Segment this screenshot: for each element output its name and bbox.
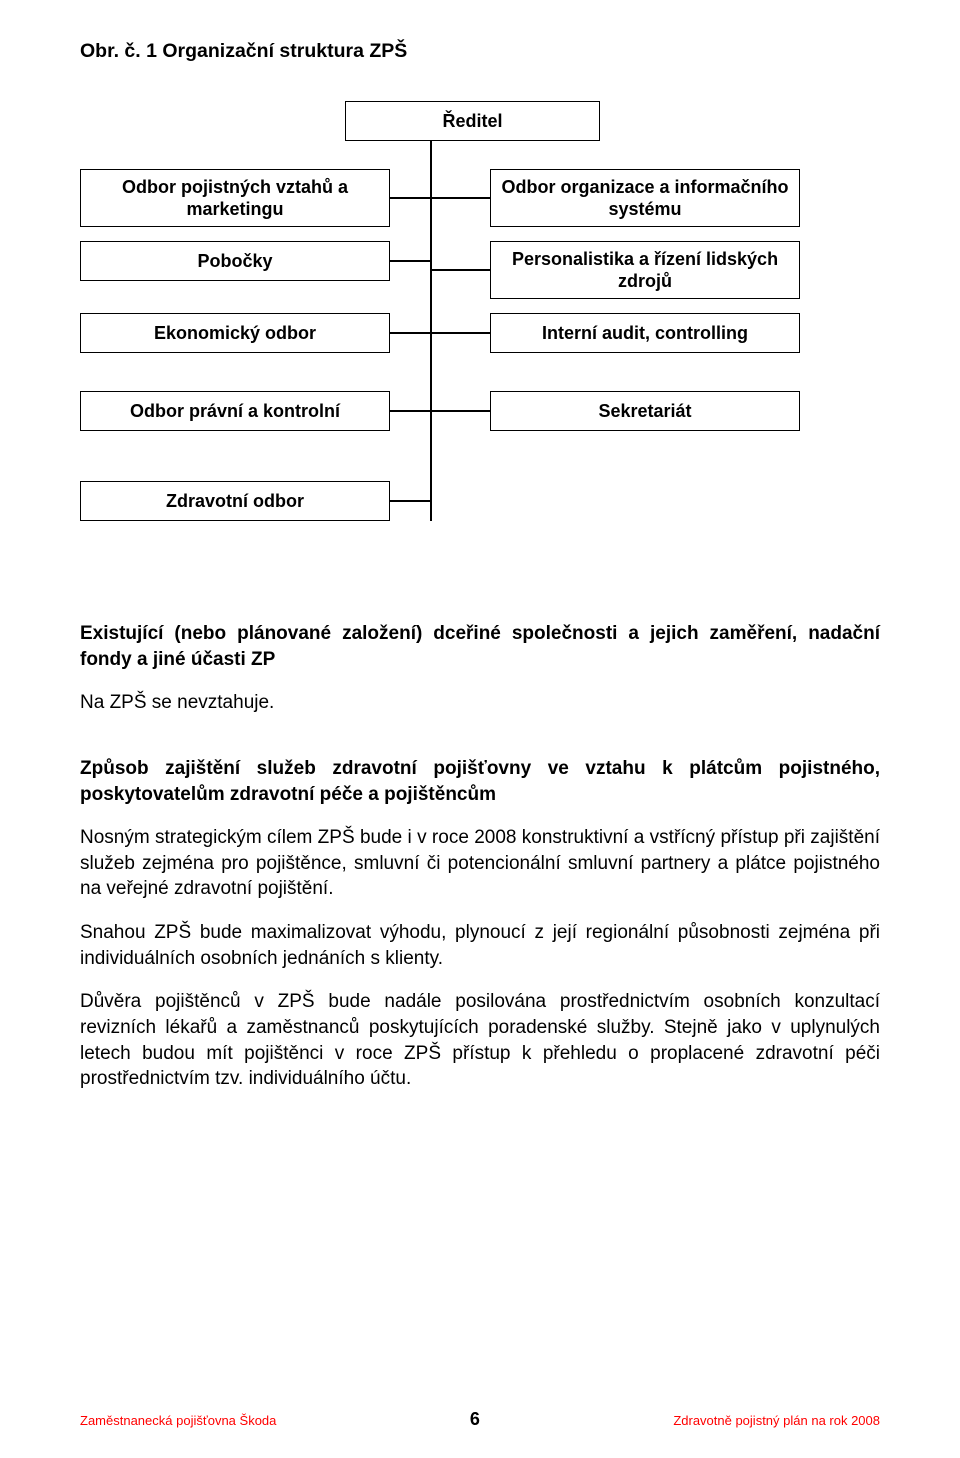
org-line-l5 <box>390 500 430 502</box>
para-4: Nosným strategickým cílem ZPŠ bude i v r… <box>80 825 880 902</box>
para-2: Na ZPŠ se nevztahuje. <box>80 690 880 716</box>
org-box-right4: Sekretariát <box>490 391 800 431</box>
org-line-l1 <box>390 197 430 199</box>
org-box-right2: Personalistika a řízení lidských zdrojů <box>490 241 800 299</box>
org-box-right3: Interní audit, controlling <box>490 313 800 353</box>
para-5: Snahou ZPŠ bude maximalizovat výhodu, pl… <box>80 920 880 971</box>
org-box-left3: Ekonomický odbor <box>80 313 390 353</box>
para-3: Způsob zajištění služeb zdravotní pojišť… <box>80 756 880 807</box>
footer-right: Zdravotně pojistný plán na rok 2008 <box>673 1413 880 1428</box>
org-chart: Ředitel Odbor pojistných vztahů a market… <box>80 101 880 561</box>
org-line-l2 <box>390 260 430 262</box>
org-box-left5: Zdravotní odbor <box>80 481 390 521</box>
org-line-l3 <box>390 332 430 334</box>
org-box-left1: Odbor pojistných vztahů a marketingu <box>80 169 390 227</box>
org-line-l4 <box>390 410 430 412</box>
org-line-r4 <box>430 410 490 412</box>
footer-page-number: 6 <box>470 1409 480 1430</box>
para-1: Existující (nebo plánované založení) dce… <box>80 621 880 672</box>
page-title: Obr. č. 1 Organizační struktura ZPŠ <box>80 40 880 63</box>
org-line-r1 <box>430 197 490 199</box>
org-box-reditel: Ředitel <box>345 101 600 141</box>
page: Obr. č. 1 Organizační struktura ZPŠ Ředi… <box>0 0 960 1458</box>
footer: Zaměstnanecká pojišťovna Škoda 6 Zdravot… <box>80 1409 880 1430</box>
org-line-r2 <box>430 269 490 271</box>
org-box-left4: Odbor právní a kontrolní <box>80 391 390 431</box>
footer-left: Zaměstnanecká pojišťovna Škoda <box>80 1413 276 1428</box>
org-line-r3 <box>430 332 490 334</box>
org-box-right1: Odbor organizace a informačního systému <box>490 169 800 227</box>
org-box-left2: Pobočky <box>80 241 390 281</box>
body-text: Existující (nebo plánované založení) dce… <box>80 621 880 1092</box>
para-6: Důvěra pojištěnců v ZPŠ bude nadále posi… <box>80 989 880 1092</box>
